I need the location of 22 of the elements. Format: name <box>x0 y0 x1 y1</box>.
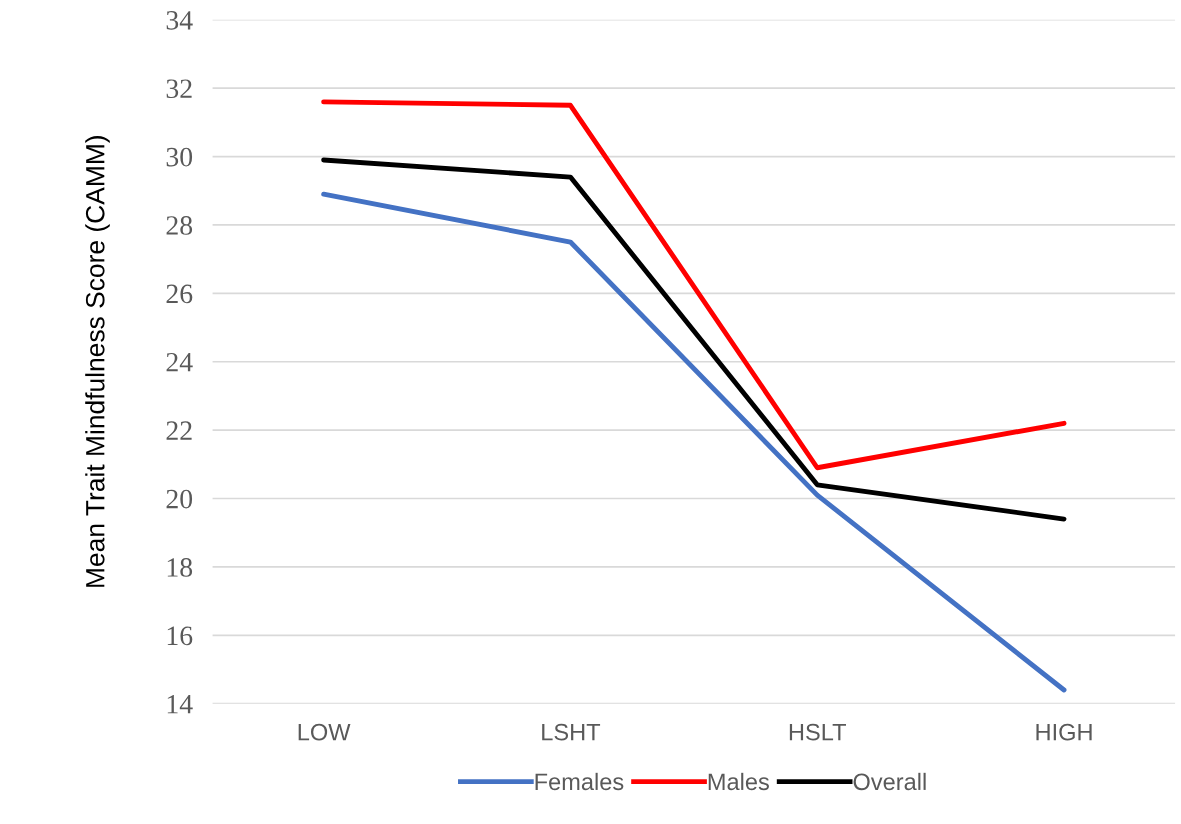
y-tick-label: 16 <box>167 626 193 646</box>
y-tick-label: 22 <box>166 421 192 440</box>
y-tick-label: 24 <box>166 352 193 372</box>
legend-label: Males <box>708 772 769 791</box>
line-series <box>321 99 1067 471</box>
legend-label: Females <box>535 772 624 791</box>
x-tick-label: LSHT <box>542 723 601 741</box>
x-tick-label: HSLT <box>789 723 846 741</box>
legend-label: Overall <box>853 772 926 791</box>
y-tick-label: 26 <box>166 284 193 304</box>
y-tick-label: 30 <box>166 147 193 167</box>
y-tick-label: 34 <box>166 11 193 30</box>
y-tick-label: 14 <box>167 695 193 714</box>
y-tick-label: 20 <box>166 489 193 509</box>
y-tick-label: 18 <box>167 558 193 577</box>
line-series <box>321 191 1067 693</box>
x-tick-label: LOW <box>298 723 351 741</box>
x-tick-label: HIGH <box>1036 723 1092 741</box>
y-axis-title: Mean Trait Mindfulness Score (CAMM) <box>85 136 110 587</box>
line-series <box>321 157 1067 522</box>
y-tick-label: 28 <box>166 216 193 235</box>
y-tick-label: 32 <box>166 79 192 99</box>
